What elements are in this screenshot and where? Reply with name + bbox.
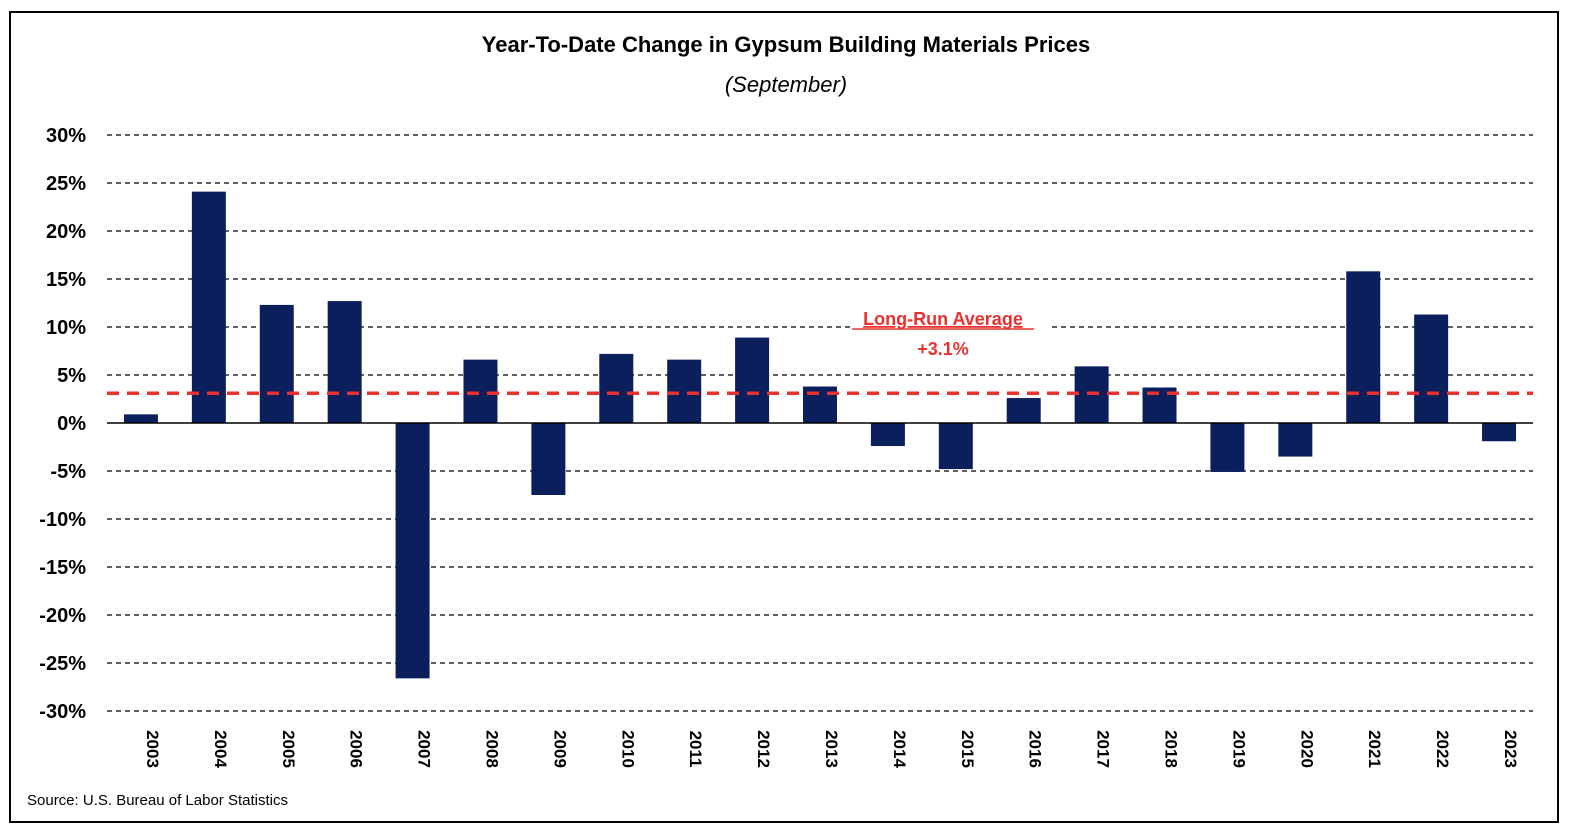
y-tick-label: -20% [39,605,86,627]
bar [123,414,158,423]
x-tick-label: 2023 [1501,730,1520,768]
source-note: Source: U.S. Bureau of Labor Statistics [27,792,288,809]
x-tick-label: 2010 [618,730,637,768]
x-tick-label: 2007 [415,730,434,768]
y-tick-label: 20% [46,221,86,243]
x-tick-label: 2014 [890,730,909,768]
average-value-label: +3.1% [917,339,969,359]
bar [667,359,702,423]
y-tick-label: 10% [46,317,86,339]
bar [735,337,770,423]
y-tick-label: -5% [50,461,86,483]
x-tick-label: 2017 [1094,730,1113,768]
x-tick-label: 2020 [1297,730,1316,768]
x-tick-label: 2005 [279,730,298,768]
bar [599,353,634,423]
y-tick-label: 25% [46,173,86,195]
y-tick-label: -25% [39,653,86,675]
bar [1006,398,1041,423]
x-tick-label: 2008 [482,730,501,768]
average-label-background [850,303,1050,373]
bar [1482,423,1517,442]
chart-subtitle: (September) [724,72,848,97]
average-label: Long-Run Average [863,309,1023,329]
y-tick-label: 0% [57,413,86,435]
x-tick-label: 2013 [822,730,841,768]
bar [938,423,973,470]
bar [191,191,226,423]
bar [1210,423,1245,472]
bar [463,359,498,423]
bar [870,423,905,447]
bar [395,423,430,679]
x-tick-label: 2011 [686,731,705,768]
y-tick-label: -15% [39,557,86,579]
x-tick-label: 2019 [1229,730,1248,768]
x-tick-label: 2006 [347,730,366,768]
chart-title: Year-To-Date Change in Gypsum Building M… [481,32,1091,57]
bar [327,301,362,423]
y-tick-label: -30% [39,701,86,723]
x-tick-label: 2012 [754,730,773,768]
x-tick-label: 2018 [1162,730,1181,768]
y-tick-label: 30% [46,125,86,147]
x-tick-label: 2016 [1026,730,1045,768]
y-tick-label: -10% [39,509,86,531]
bar [531,423,566,495]
x-tick-label: 2015 [958,730,977,768]
bar [1346,271,1381,423]
x-tick-label: 2003 [143,730,162,768]
x-tick-label: 2021 [1365,730,1384,768]
y-tick-label: 15% [46,269,86,291]
bar [1414,314,1449,423]
x-tick-label: 2022 [1433,730,1452,768]
bar [259,304,294,423]
x-tick-label: 2004 [211,730,230,768]
y-tick-label: 5% [57,365,86,387]
x-tick-label: 2009 [550,730,569,768]
bar [1278,423,1313,457]
